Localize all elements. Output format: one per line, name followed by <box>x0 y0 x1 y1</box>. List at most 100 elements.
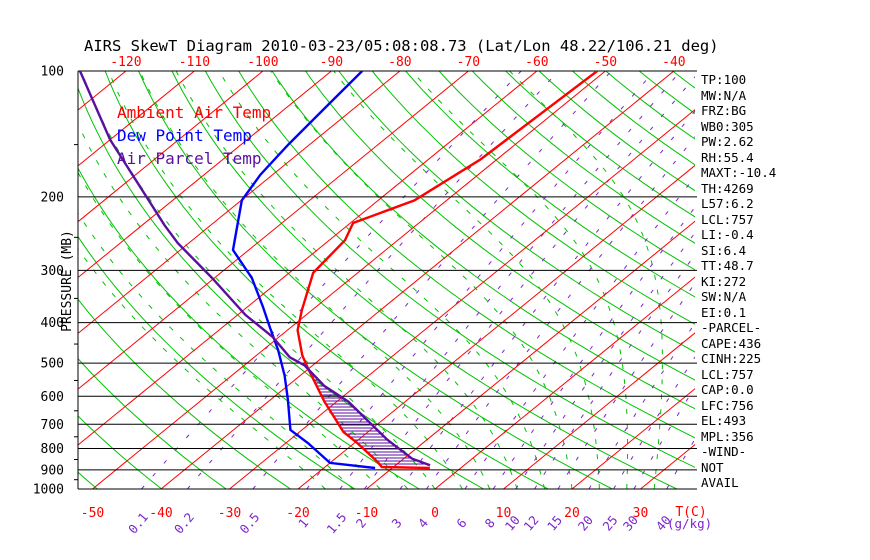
pressure-tick-label: 800 <box>41 442 64 457</box>
dry-adiabat-line <box>471 71 695 244</box>
top-temp-tick-label: -100 <box>247 55 278 70</box>
bottom-temp-tick-label: 20 <box>564 506 580 521</box>
dry-adiabat-line <box>338 71 695 353</box>
reading-line-8: L57:6.2 <box>701 196 754 211</box>
pressure-tick-label: 200 <box>41 190 64 205</box>
dry-adiabat-line <box>78 235 356 489</box>
reading-line-2: FRZ:BG <box>701 103 747 118</box>
reading-line-3: WB0:305 <box>701 118 754 134</box>
mixing-ratio-tick-label: 15 <box>544 513 565 534</box>
top-temp-tick-label: -90 <box>320 55 343 70</box>
bottom-temp-tick-label: -50 <box>81 506 104 521</box>
moist-adiabat-line <box>80 71 436 489</box>
reading-line-4: PW:2.62 <box>701 134 754 149</box>
legend-item-1: Dew Point Temp <box>117 126 252 145</box>
moist-adiabat-line <box>270 71 573 489</box>
reading-line-26: AVAIL <box>701 475 739 490</box>
mixing-ratio-line <box>364 76 695 489</box>
isotherm-line <box>78 71 195 167</box>
reading-line-25: NOT <box>701 459 724 475</box>
bottom-temp-tick-label: -10 <box>355 506 378 521</box>
reading-line-13: KI:272 <box>701 273 747 289</box>
mixing-ratio-tick-label: 1.5 <box>323 510 349 537</box>
pressure-tick-label: 400 <box>41 316 64 331</box>
curve-legend: Ambient Air Temp Dew Point Temp Air Parcel… <box>117 101 271 170</box>
dry-adiabat-line <box>138 71 613 489</box>
moist-adiabat-line <box>509 71 663 489</box>
mixing-ratio-tick-label: 40 <box>653 513 674 534</box>
bottom-temp-tick-label: 30 <box>633 506 649 521</box>
dry-adiabat-line <box>505 71 695 218</box>
mixing-ratio-line <box>464 175 695 489</box>
reading-line-20: CAP:0.0 <box>701 382 754 397</box>
dry-adiabat-line <box>438 71 695 271</box>
moist-adiabat-line <box>78 247 326 489</box>
isotherm-line <box>92 71 606 489</box>
mixing-ratio-line <box>534 253 695 489</box>
moist-adiabat-line <box>139 71 491 489</box>
dry-adiabat-line <box>271 71 695 410</box>
mixing-ratio-line <box>399 110 695 489</box>
pressure-tick-label: 100 <box>41 65 64 80</box>
dry-adiabat-line <box>405 71 695 298</box>
isotherm-line <box>229 108 695 489</box>
bottom-temp-tick-label: -20 <box>286 506 309 521</box>
mixing-ratio-unit-label: (g/kg) <box>667 516 712 531</box>
dry-adiabat-line <box>78 86 484 489</box>
reading-line-17: CAPE:436 <box>701 335 762 351</box>
background-lines <box>78 71 695 489</box>
mixing-ratio-tick-label: 20 <box>575 513 596 534</box>
pressure-tick-label: 600 <box>41 390 64 405</box>
mixing-ratio-line <box>339 71 682 489</box>
isotherm-line <box>434 276 695 489</box>
isotherm-line <box>297 164 695 489</box>
mixing-ratio-tick-label: 10 <box>502 513 523 534</box>
pressure-tick-label: 700 <box>41 418 64 433</box>
isotherm-line <box>78 71 264 223</box>
reading-line-1: MW:N/A <box>701 87 747 103</box>
isotherm-line <box>503 332 695 489</box>
dry-adiabat-line <box>78 357 227 489</box>
bottom-temp-tick-label: 10 <box>496 506 512 521</box>
top-temp-tick-label: -110 <box>179 55 210 70</box>
dry-adiabat-line <box>104 71 549 489</box>
moist-adiabat-line <box>218 71 546 489</box>
isotherm-line <box>78 71 401 334</box>
reading-line-14: SW:N/A <box>701 289 747 304</box>
bottom-temp-tick-label: -40 <box>149 506 172 521</box>
reading-line-5: RH:55.4 <box>701 149 754 165</box>
reading-line-16: -PARCEL- <box>701 320 762 335</box>
reading-line-0: TP:100 <box>701 72 747 87</box>
reading-line-24: -WIND- <box>701 444 747 459</box>
isotherm-line <box>78 71 469 390</box>
isotherm-line <box>78 71 538 446</box>
legend-item-0: Ambient Air Temp <box>117 103 272 122</box>
bottom-temp-tick-label: 0 <box>431 506 439 521</box>
pressure-tick-label: 900 <box>41 463 64 478</box>
mixing-ratio-line <box>425 136 695 489</box>
reading-line-11: SI:6.4 <box>701 242 747 258</box>
mixing-ratio-tick-label: 30 <box>620 513 641 534</box>
reading-line-18: CINH:225 <box>701 351 762 366</box>
mixing-ratio-tick-label: 6 <box>453 515 469 530</box>
dry-adiabat-line <box>78 415 163 489</box>
readings-panel: TP:100 MW:N/A FRZ:BG WB0:305 PW:2.62 RH:55.4 M… <box>701 72 776 491</box>
bottom-temp-tick-label: -30 <box>218 506 241 521</box>
isotherm-line <box>160 71 675 489</box>
dry-adiabat-line <box>538 71 695 192</box>
isotherm-line <box>366 220 695 489</box>
top-temp-tick-label: -70 <box>457 55 480 70</box>
dry-adiabat-line <box>171 71 678 489</box>
mixing-ratio-tick-label: 0.1 <box>125 510 151 537</box>
top-temp-tick-label: -60 <box>525 55 548 70</box>
reading-line-6: MAXT:-10.4 <box>701 165 777 180</box>
top-temp-tick-label: -50 <box>594 55 617 70</box>
dry-adiabat-line <box>78 298 291 489</box>
reading-line-15: EI:0.1 <box>701 304 747 320</box>
isotherm-line <box>78 71 332 279</box>
dry-adiabat-line <box>572 71 695 166</box>
top-temp-tick-label: -120 <box>110 55 141 70</box>
pressure-axis-title: PRESSURE (MB) <box>60 230 75 332</box>
